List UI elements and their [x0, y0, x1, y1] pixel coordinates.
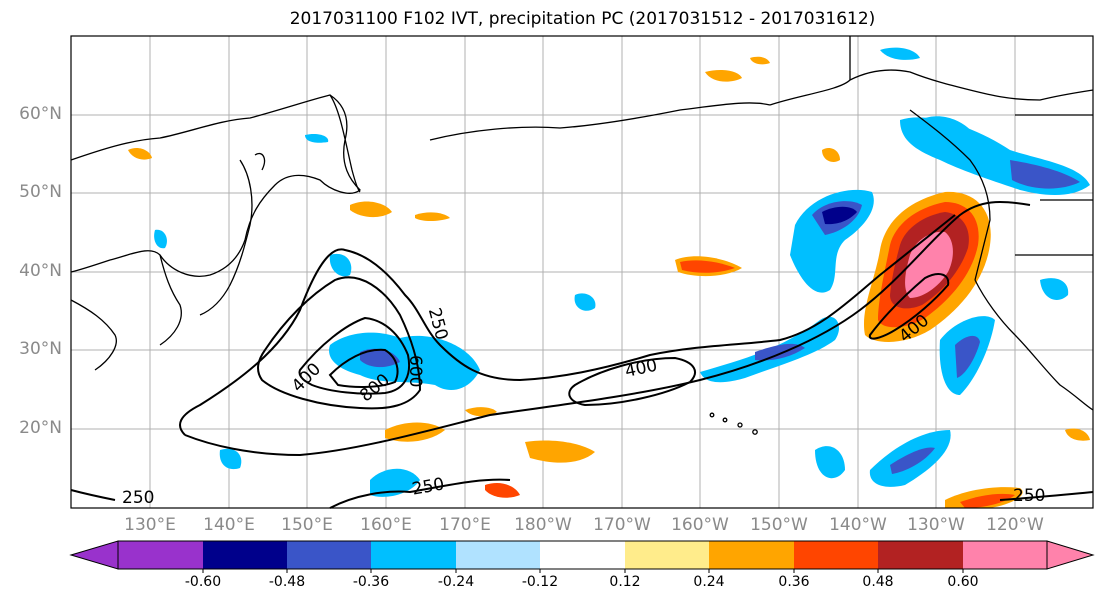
colorbar-segment	[794, 541, 878, 569]
lon-label: 180°W	[514, 515, 572, 535]
plot-frame	[70, 35, 1094, 509]
colorbar-tick-label: 0.24	[693, 574, 725, 590]
lat-label: 20°N	[19, 418, 62, 438]
colorbar-segment	[287, 541, 371, 569]
graticule	[71, 36, 1093, 508]
colorbar-tick-label: -0.12	[521, 574, 559, 590]
colorbar-segment	[709, 541, 794, 569]
colorbar-segment	[203, 541, 287, 569]
colorbar-extend-high	[1046, 540, 1095, 570]
colorbar	[69, 540, 1095, 573]
colorbar-tick-label: 0.48	[862, 574, 894, 590]
colorbar-tick-label: 0.60	[947, 574, 979, 590]
colorbar-tick-label: -0.48	[268, 574, 306, 590]
lon-label: 150°W	[750, 515, 808, 535]
colorbar-segment	[456, 541, 540, 569]
lon-label: 140°W	[829, 515, 887, 535]
lon-label: 160°E	[360, 515, 412, 535]
lon-label: 120°W	[986, 515, 1044, 535]
lon-label: 170°W	[593, 515, 651, 535]
colorbar-segment	[118, 541, 203, 569]
colorbar-segment	[963, 541, 1047, 569]
lat-label: 40°N	[19, 261, 62, 281]
colorbar-tick-label: -0.24	[437, 574, 475, 590]
map-title: 2017031100 F102 IVT, precipitation PC (2…	[289, 9, 876, 29]
contour-label: 250	[1013, 486, 1045, 506]
precipitation-shading	[128, 47, 1090, 508]
colorbar-extend-low	[69, 540, 119, 570]
colorbar-tick-label: 0.36	[778, 574, 810, 590]
lon-label: 160°W	[671, 515, 729, 535]
colorbar-tick-label: 0.12	[609, 574, 641, 590]
contour-label: 250	[122, 488, 154, 508]
colorbar-tick-label: -0.60	[184, 574, 222, 590]
ivt-contours	[70, 201, 1094, 509]
lon-label: 170°E	[439, 515, 491, 535]
coastlines	[70, 36, 1094, 435]
contour-label: 600	[405, 355, 425, 387]
lon-label: 130°E	[124, 515, 176, 535]
colorbar-segment	[878, 541, 963, 569]
lon-label: 130°W	[907, 515, 965, 535]
lon-label: 140°E	[203, 515, 255, 535]
colorbar-segment	[625, 541, 709, 569]
lat-label: 30°N	[19, 339, 62, 359]
lon-label: 150°E	[281, 515, 333, 535]
colorbar-tick-label: -0.36	[352, 574, 390, 590]
colorbar-segment	[371, 541, 456, 569]
lat-label: 50°N	[19, 182, 62, 202]
colorbar-segment	[540, 541, 625, 569]
lat-label: 60°N	[19, 104, 62, 124]
